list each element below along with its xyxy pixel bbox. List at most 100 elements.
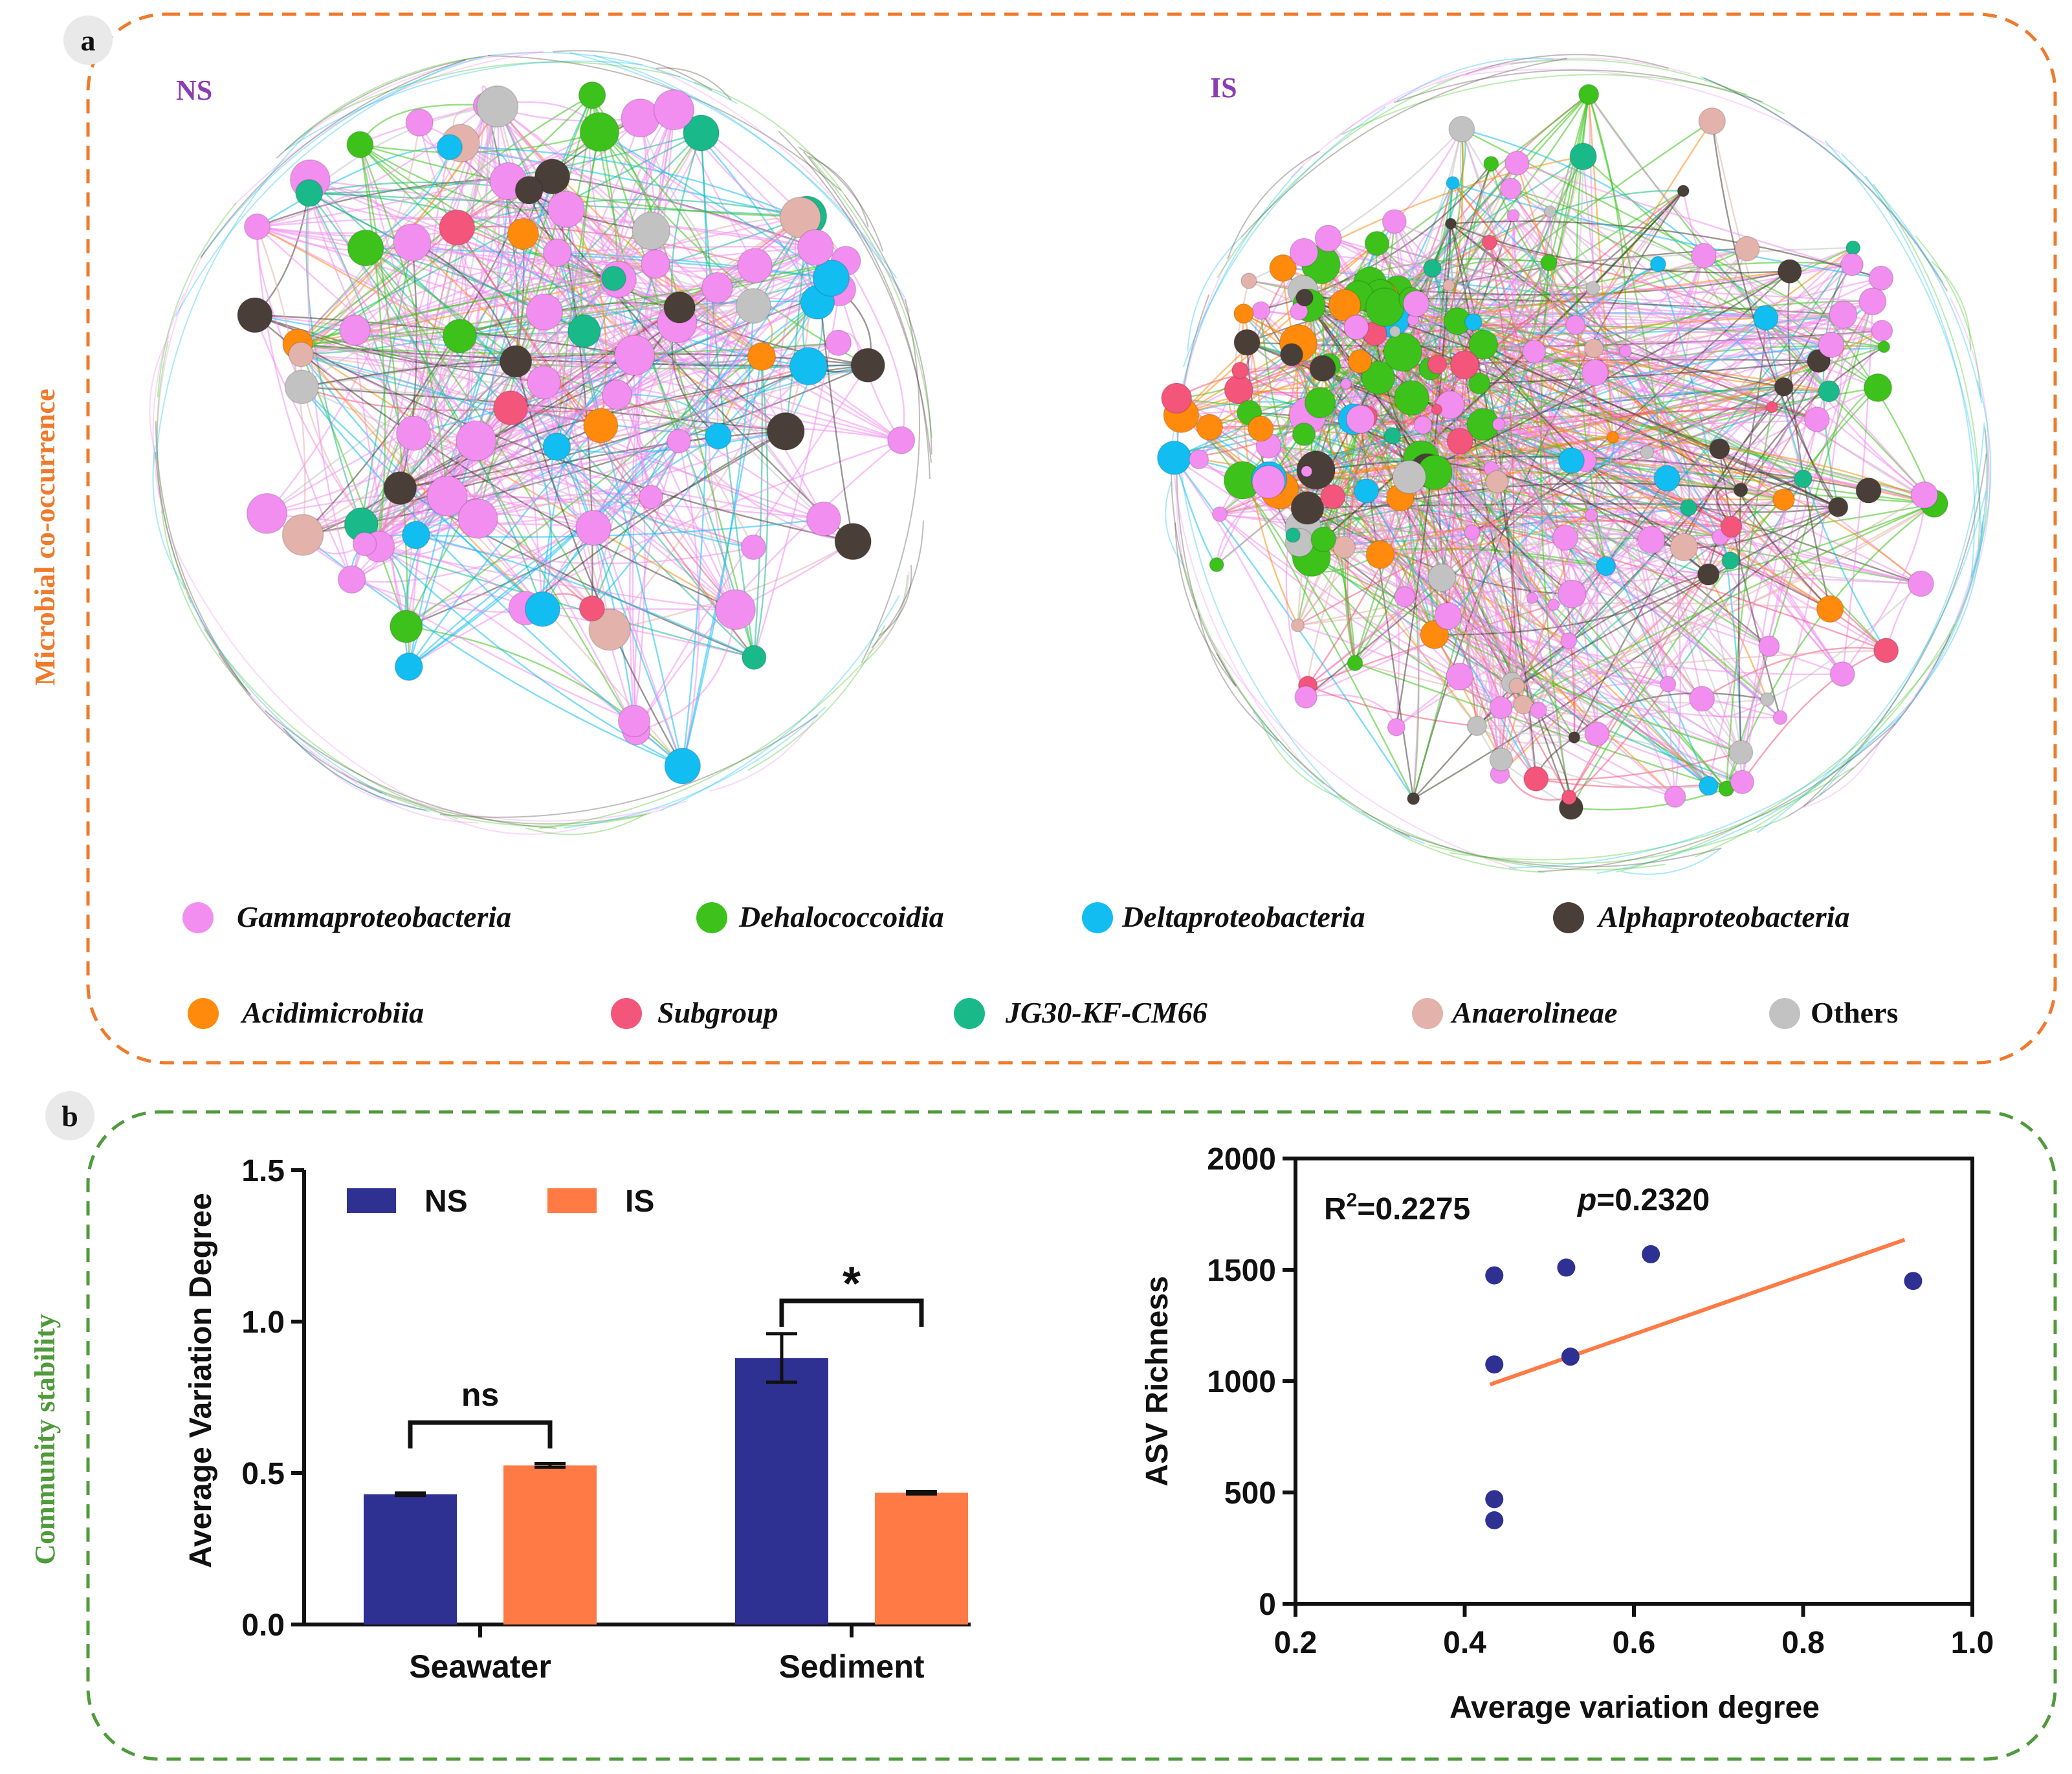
network-edge: [302, 364, 868, 536]
network-node: [632, 211, 670, 250]
network-node: [1290, 618, 1305, 633]
network-node: [1581, 359, 1609, 386]
scatter-point: [1485, 1511, 1504, 1529]
network-node: [1269, 254, 1297, 282]
scatter-x-tick-label: 0.8: [1781, 1626, 1825, 1660]
network-edge: [1842, 494, 1926, 675]
network-edge: [1500, 437, 1614, 760]
network-edge: [302, 386, 511, 409]
network-node: [1231, 361, 1249, 379]
network-node: [1427, 354, 1448, 375]
network-node: [1156, 440, 1192, 475]
network-node: [1868, 265, 1894, 291]
network-node: [1365, 287, 1405, 327]
network-node: [1209, 557, 1224, 573]
network-edge: [287, 51, 543, 148]
network-edge: [565, 209, 736, 610]
network-node: [1709, 438, 1730, 460]
network-edge: [650, 260, 846, 498]
network-node: [1383, 427, 1402, 445]
network-node: [812, 259, 850, 297]
network-edge: [264, 710, 557, 829]
network-edge: [1335, 61, 1527, 140]
network-node: [1697, 563, 1720, 586]
network-edge: [1571, 247, 1854, 595]
scatter-r2-annotation: R2=0.2275: [1324, 1190, 1470, 1226]
scatter-chart-marks: [1485, 1237, 1923, 1529]
network-edge: [157, 203, 237, 397]
network-node: [1304, 386, 1336, 419]
network-edge: [1510, 59, 1785, 115]
network-edge: [1307, 685, 1477, 727]
network-edge: [1338, 794, 1545, 873]
network-node: [1774, 377, 1794, 397]
network-edge: [1568, 255, 1705, 641]
network-edge: [650, 230, 736, 610]
network-node: [1578, 83, 1600, 105]
legend-label-acidimicrobiia: Acidimicrobiia: [240, 996, 424, 1029]
network-edge: [1569, 683, 1669, 798]
network-edge: [1516, 506, 1839, 687]
network-node: [347, 229, 384, 267]
network-node: [1804, 406, 1830, 432]
network-edge: [256, 146, 450, 228]
legend-label-deltaproteobacteria: Deltaproteobacteria: [1121, 900, 1365, 933]
network-edge: [1865, 521, 1984, 757]
network-node: [1691, 243, 1717, 269]
legend-item-deltaproteobacteria: Deltaproteobacteria: [1082, 900, 1365, 933]
network-edge: [1380, 506, 1689, 556]
network-edge: [413, 394, 617, 438]
network-edge: [1523, 503, 1935, 705]
network-edge: [1711, 120, 1839, 508]
network-node: [1314, 225, 1342, 252]
network-edge: [156, 249, 206, 514]
network-edge: [1588, 94, 1627, 351]
network-edge: [408, 435, 719, 668]
legend-swatch-deltaproteobacteria: [1082, 902, 1113, 933]
network-edge: [1451, 183, 1743, 782]
network-edge: [557, 430, 786, 454]
network-edge: [1261, 721, 1345, 801]
network-node: [1508, 678, 1525, 694]
network-node: [779, 197, 821, 239]
network-edge: [175, 59, 467, 317]
network-edge: [1703, 255, 1935, 504]
network-edge: [1932, 428, 1988, 670]
network-node: [1499, 177, 1522, 200]
network-edge: [1404, 255, 1704, 597]
network-edge: [1239, 370, 1524, 705]
network-node: [1483, 155, 1499, 172]
network-edge: [878, 565, 912, 637]
network-edge: [1479, 360, 1819, 384]
network-edge: [285, 56, 481, 151]
network-node: [737, 248, 773, 283]
network-edge: [1305, 694, 1397, 728]
scatter-y-tick-label: 2000: [1207, 1142, 1276, 1177]
network-edge: [1625, 350, 1784, 388]
network-node: [246, 493, 288, 535]
network-edge: [1365, 490, 1598, 735]
network-edge: [1465, 54, 1669, 75]
network-edge: [802, 151, 931, 480]
network-node: [456, 420, 497, 461]
network-edge: [360, 144, 807, 217]
network-edge: [1588, 94, 1832, 346]
network-edge: [152, 445, 186, 590]
network-edge: [1695, 623, 1956, 858]
network-node: [1431, 403, 1443, 416]
network-edge: [1187, 236, 1242, 352]
network-node: [1285, 527, 1301, 543]
network-node: [288, 341, 314, 368]
network-edge: [551, 176, 593, 609]
network-node: [243, 213, 271, 240]
network-node: [1827, 496, 1849, 518]
network-edge: [1393, 69, 1763, 104]
legend-label-alphaproteobacteria: Alphaproteobacteria: [1596, 900, 1849, 933]
network-edge: [1667, 683, 1676, 797]
network-edge: [408, 439, 902, 668]
network-edge: [307, 193, 353, 580]
legend-item-dehalococcoidia: Dehalococcoidia: [696, 900, 944, 933]
panel-b-side-title: Community stability: [29, 1314, 61, 1564]
network-node: [1858, 287, 1887, 316]
network-node: [1777, 259, 1802, 284]
